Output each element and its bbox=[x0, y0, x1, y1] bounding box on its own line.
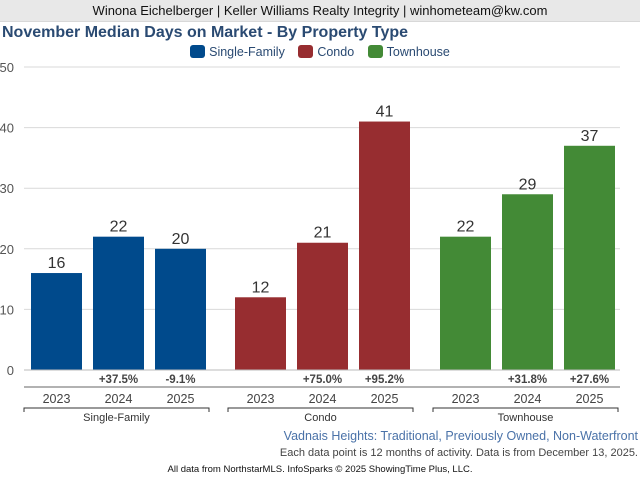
legend-item-townhouse[interactable]: Townhouse bbox=[367, 45, 450, 59]
y-tick-label: 10 bbox=[0, 302, 14, 317]
change-label: -9.1% bbox=[165, 374, 195, 386]
group-bracket bbox=[23, 407, 210, 412]
x-tick-label: 2024 bbox=[105, 392, 133, 406]
x-tick-label: 2025 bbox=[371, 392, 399, 406]
legend-swatch bbox=[367, 45, 383, 58]
data-label: 22 bbox=[457, 219, 475, 236]
change-label: +37.5% bbox=[99, 374, 138, 386]
x-tick-label: 2023 bbox=[43, 392, 71, 406]
x-tick-label: 2025 bbox=[576, 392, 604, 406]
bar-single-family-2024 bbox=[93, 236, 144, 370]
data-label: 41 bbox=[376, 104, 394, 121]
bar-condo-2024 bbox=[297, 242, 348, 370]
bar-single-family-2023 bbox=[31, 273, 82, 370]
group-bracket bbox=[227, 407, 414, 412]
legend-item-condo[interactable]: Condo bbox=[298, 45, 354, 59]
chart-subtitle: Vadnais Heights: Traditional, Previously… bbox=[283, 429, 638, 443]
y-tick-label: 40 bbox=[0, 121, 14, 136]
bar-single-family-2025 bbox=[155, 248, 206, 370]
data-label: 20 bbox=[172, 231, 190, 248]
data-label: 12 bbox=[252, 279, 270, 296]
change-label: +27.6% bbox=[570, 374, 609, 386]
x-tick-label: 2023 bbox=[452, 392, 480, 406]
x-tick-label: 2025 bbox=[167, 392, 195, 406]
y-tick-label: 30 bbox=[0, 181, 14, 196]
footer-credit: All data from NorthstarMLS. InfoSparks ©… bbox=[167, 464, 473, 475]
legend: Single-Family Condo Townhouse bbox=[0, 45, 640, 59]
data-label: 22 bbox=[110, 219, 128, 236]
data-label: 29 bbox=[519, 176, 537, 193]
y-tick-label: 20 bbox=[0, 242, 14, 257]
change-label: +31.8% bbox=[508, 374, 547, 386]
group-label: Single-Family bbox=[83, 412, 150, 424]
y-tick-label: 50 bbox=[0, 60, 14, 75]
x-tick-label: 2023 bbox=[247, 392, 275, 406]
agent-info: Winona Eichelberger | Keller Williams Re… bbox=[92, 3, 548, 18]
bar-townhouse-2024 bbox=[502, 194, 553, 370]
bar-condo-2025 bbox=[359, 121, 410, 370]
group-bracket bbox=[432, 407, 619, 412]
legend-swatch bbox=[298, 45, 314, 58]
y-tick-label: 0 bbox=[7, 363, 14, 378]
chart-title: November Median Days on Market - By Prop… bbox=[2, 24, 409, 41]
data-note: Each data point is 12 months of activity… bbox=[279, 447, 638, 459]
group-label: Townhouse bbox=[498, 412, 554, 424]
data-label: 16 bbox=[48, 255, 66, 272]
legend-swatch bbox=[190, 45, 206, 58]
agent-header-bar: Winona Eichelberger | Keller Williams Re… bbox=[0, 0, 640, 22]
bar-chart: 0 10 20 30 40 50 16 2023 22 +37.5% 2024 20 -9.1% 2025… bbox=[0, 60, 620, 424]
group-label: Condo bbox=[304, 412, 336, 424]
change-label: +95.2% bbox=[365, 374, 404, 386]
x-tick-label: 2024 bbox=[309, 392, 337, 406]
bar-townhouse-2023 bbox=[440, 236, 491, 370]
x-tick-label: 2024 bbox=[514, 392, 542, 406]
legend-label: Single-Family bbox=[209, 45, 285, 59]
bar-condo-2023 bbox=[235, 297, 286, 370]
legend-item-single-family[interactable]: Single-Family bbox=[190, 45, 285, 59]
change-label: +75.0% bbox=[303, 374, 342, 386]
bar-townhouse-2025 bbox=[564, 145, 615, 370]
data-label: 21 bbox=[314, 225, 332, 242]
legend-label: Condo bbox=[317, 45, 355, 59]
data-label: 37 bbox=[581, 128, 599, 145]
legend-label: Townhouse bbox=[386, 45, 450, 59]
